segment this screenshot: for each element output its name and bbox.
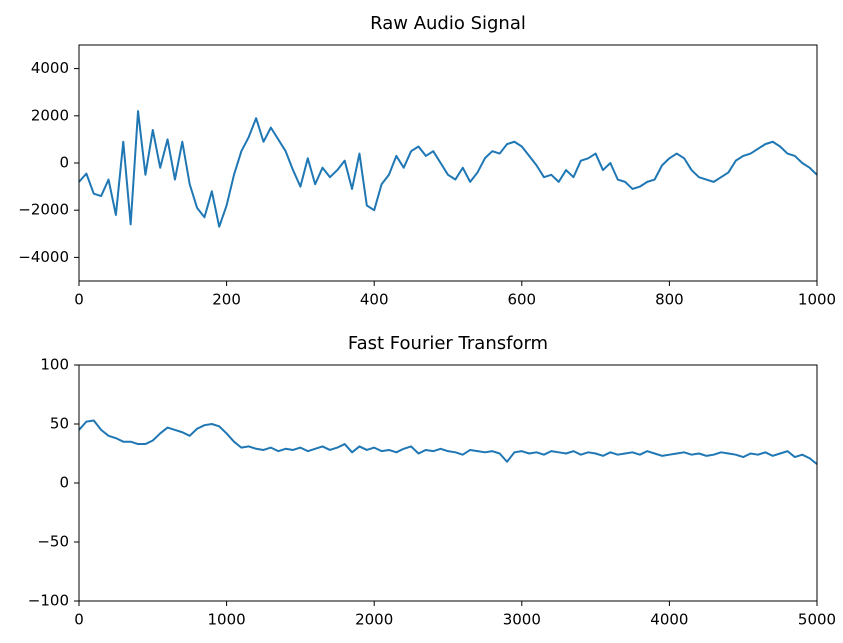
axes-frame bbox=[78, 364, 818, 602]
x-tick-label: 3000 bbox=[503, 611, 541, 629]
y-tick-label: −50 bbox=[37, 533, 69, 551]
x-tick-label: 0 bbox=[74, 291, 84, 309]
axes-frame bbox=[78, 44, 818, 282]
y-tick-label: 2000 bbox=[31, 106, 69, 124]
x-tick-label: 800 bbox=[655, 291, 684, 309]
x-tick-label: 2000 bbox=[355, 611, 393, 629]
x-tick-label: 200 bbox=[212, 291, 241, 309]
x-tick-label: 5000 bbox=[798, 611, 836, 629]
x-tick-label: 0 bbox=[74, 611, 84, 629]
y-tick-label: −2000 bbox=[18, 201, 69, 219]
x-tick-label: 600 bbox=[507, 291, 536, 309]
y-tick-label: 0 bbox=[59, 474, 69, 492]
x-tick-label: 4000 bbox=[650, 611, 688, 629]
y-tick-label: 4000 bbox=[31, 59, 69, 77]
chart-title: Fast Fourier Transform bbox=[348, 333, 548, 354]
y-tick-label: −4000 bbox=[18, 248, 69, 266]
chart-title: Raw Audio Signal bbox=[370, 13, 526, 34]
y-tick-label: −100 bbox=[28, 592, 69, 610]
x-tick-label: 1000 bbox=[208, 611, 246, 629]
y-tick-label: 100 bbox=[40, 356, 69, 374]
x-tick-label: 1000 bbox=[798, 291, 836, 309]
data-line bbox=[78, 419, 818, 465]
y-tick-label: 0 bbox=[59, 154, 69, 172]
data-line bbox=[78, 110, 818, 228]
y-tick-label: 50 bbox=[50, 415, 69, 433]
x-tick-label: 400 bbox=[360, 291, 389, 309]
